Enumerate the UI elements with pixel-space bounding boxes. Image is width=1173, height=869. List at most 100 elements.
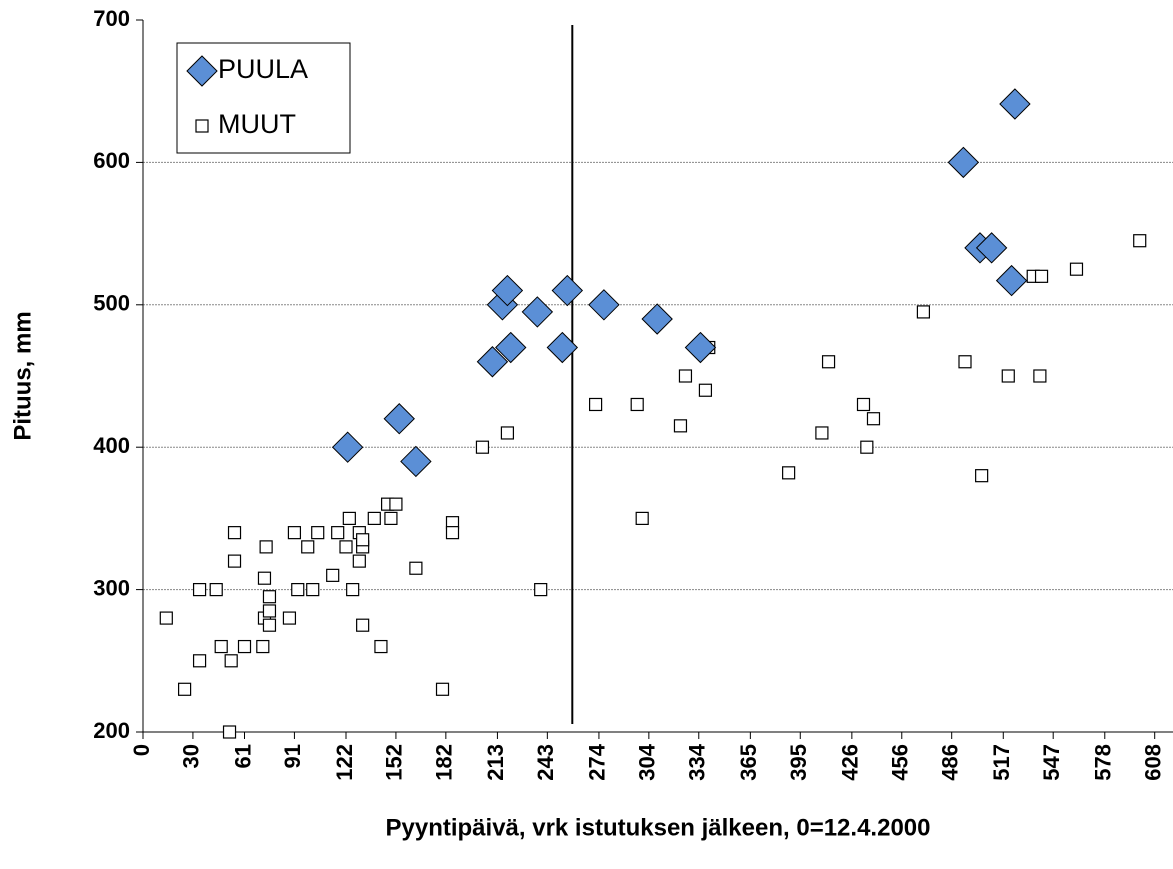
data-point <box>500 426 515 440</box>
data-point <box>287 526 302 540</box>
data-point <box>435 682 450 696</box>
data-point <box>311 526 325 540</box>
data-point <box>262 618 277 632</box>
data-point <box>356 618 370 632</box>
data-point <box>534 582 548 597</box>
data-point <box>521 296 554 328</box>
data-point <box>159 611 173 625</box>
data-point <box>383 403 415 435</box>
data-point <box>227 526 242 540</box>
data-point <box>192 582 207 597</box>
data-point <box>476 346 509 378</box>
data-point <box>262 604 277 618</box>
x-tick-label: 608 <box>1141 744 1166 781</box>
data-point <box>916 305 931 319</box>
data-point <box>389 497 403 511</box>
data-point <box>866 412 881 426</box>
x-tick-label: 395 <box>786 744 811 781</box>
data-point <box>1133 234 1147 248</box>
y-tick-label: 700 <box>93 6 130 31</box>
data-point <box>815 426 829 440</box>
x-tick-label: 578 <box>1091 744 1116 781</box>
data-point <box>630 397 644 412</box>
data-point <box>995 264 1028 297</box>
data-point <box>546 331 579 364</box>
data-point <box>291 582 305 597</box>
data-point <box>282 611 297 625</box>
data-point <box>999 88 1031 120</box>
data-point <box>237 639 252 654</box>
data-point <box>192 654 207 668</box>
data-point <box>177 682 192 696</box>
x-tick-label: 122 <box>332 744 357 781</box>
data-point <box>209 582 223 597</box>
y-tick-label: 300 <box>93 575 130 600</box>
x-tick-label: 456 <box>888 744 913 781</box>
x-tick-label: 547 <box>1039 744 1064 781</box>
x-tick-label: 517 <box>989 744 1014 781</box>
x-tick-label: 152 <box>382 744 407 781</box>
data-point <box>384 511 398 526</box>
data-point <box>1069 262 1084 276</box>
data-point <box>821 355 836 369</box>
x-tick-label: 30 <box>179 744 204 768</box>
data-point <box>958 355 972 369</box>
data-point <box>259 540 273 554</box>
x-tick-label: 243 <box>533 744 558 781</box>
x-tick-label: 274 <box>585 743 610 780</box>
data-point <box>374 639 388 654</box>
data-point <box>947 146 980 179</box>
data-point <box>782 466 796 480</box>
x-tick-label: 334 <box>685 743 710 780</box>
y-tick-label: 600 <box>93 148 130 173</box>
data-point <box>342 511 356 526</box>
y-tick-label: 200 <box>93 718 130 743</box>
data-point <box>445 526 460 540</box>
x-tick-label: 91 <box>280 744 305 768</box>
data-point <box>475 440 490 454</box>
data-point <box>367 511 381 526</box>
x-axis-title: Pyyntipäivä, vrk istutuksen jälkeen, 0=1… <box>386 814 931 841</box>
data-point <box>495 331 527 364</box>
legend-label: MUUT <box>218 109 296 139</box>
data-point <box>684 331 717 364</box>
legend-marker <box>195 119 209 133</box>
data-point <box>301 540 315 554</box>
data-point <box>698 383 713 397</box>
data-point <box>222 725 237 739</box>
data-point <box>356 533 370 547</box>
data-point <box>1033 369 1047 383</box>
data-point <box>641 303 673 335</box>
x-tick-label: 304 <box>635 743 660 780</box>
data-point <box>346 582 360 597</box>
data-point <box>673 419 688 433</box>
data-point <box>635 511 649 526</box>
x-tick-label: 426 <box>838 744 863 781</box>
x-tick-label: 213 <box>483 744 508 781</box>
data-point <box>491 274 524 307</box>
data-point <box>214 639 228 654</box>
data-point <box>860 440 874 454</box>
data-point <box>551 274 584 307</box>
data-point <box>1001 369 1015 383</box>
legend-label: PUULA <box>218 54 308 84</box>
y-tick-label: 400 <box>93 433 130 458</box>
data-point <box>1034 269 1049 283</box>
x-tick-label: 365 <box>736 744 761 781</box>
data-point <box>306 582 320 597</box>
data-point <box>227 554 242 568</box>
data-point <box>224 654 238 668</box>
y-axis-title: Pituus, mm <box>9 311 36 440</box>
data-point <box>262 590 277 604</box>
data-point <box>352 554 366 568</box>
data-point <box>678 369 693 383</box>
data-point <box>257 571 272 585</box>
x-tick-label: 61 <box>230 744 255 768</box>
data-point <box>339 540 353 554</box>
legend-marker <box>186 55 218 87</box>
data-point <box>975 232 1008 264</box>
x-tick-label: 486 <box>938 744 963 781</box>
data-point <box>326 568 340 582</box>
data-point <box>589 397 603 412</box>
